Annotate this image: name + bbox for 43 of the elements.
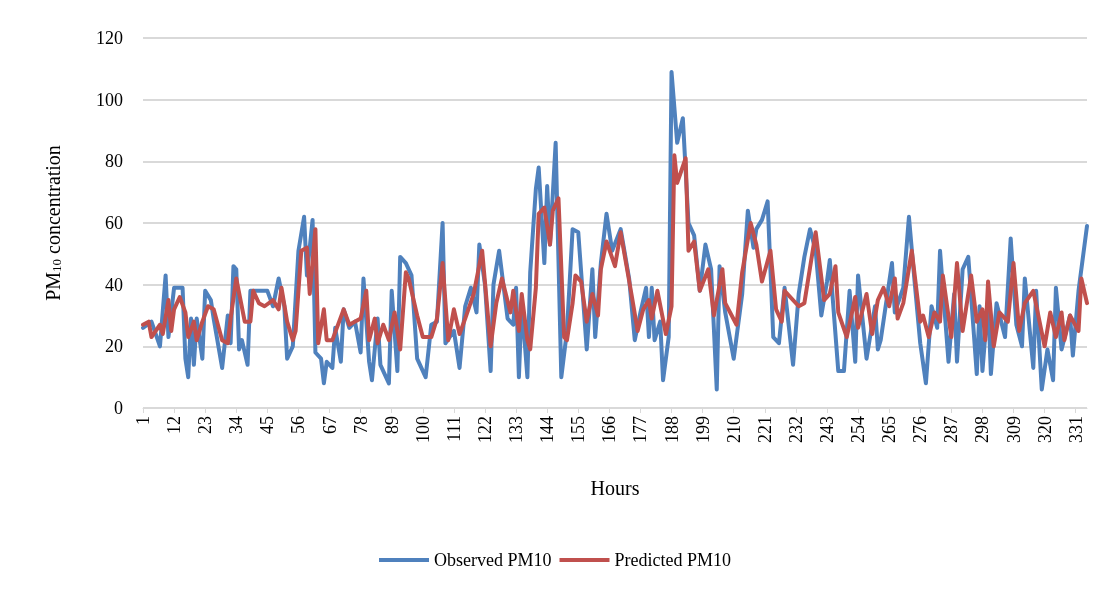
x-tick-label: 265 [879, 416, 900, 443]
x-tick-label: 67 [319, 416, 340, 434]
legend-label: Predicted PM10 [614, 550, 731, 570]
x-tick-label: 56 [288, 416, 309, 434]
x-tick-label: 1 [133, 416, 153, 425]
y-axis-title: PM10 concentration [41, 145, 64, 301]
x-tick-label: 144 [537, 416, 558, 443]
x-tick-label: 221 [754, 416, 775, 443]
y-tick-label: 100 [96, 89, 123, 110]
y-tick-label: 80 [105, 151, 123, 172]
y-tick-label: 40 [105, 274, 123, 295]
y-tick-label: 0 [114, 398, 123, 418]
x-tick-label: 177 [630, 416, 651, 443]
x-tick-label: 298 [972, 416, 993, 443]
x-tick-label: 243 [816, 416, 837, 443]
y-tick-label: 20 [105, 336, 123, 357]
x-axis-title: Hours [590, 477, 640, 499]
x-tick-label: 199 [692, 416, 713, 443]
x-tick-label: 276 [910, 416, 931, 443]
x-tick-label: 287 [941, 416, 962, 443]
x-tick-label: 331 [1065, 416, 1086, 443]
y-tick-label: 120 [96, 28, 123, 48]
x-tick-label: 45 [257, 416, 278, 434]
x-tick-label: 78 [350, 416, 371, 434]
x-tick-label: 111 [443, 416, 464, 442]
legend-label: Observed PM10 [434, 550, 552, 570]
x-tick-label: 188 [661, 416, 682, 443]
x-tick-label: 232 [785, 416, 806, 443]
y-tick-label: 60 [105, 213, 123, 233]
x-tick-label: 155 [568, 416, 589, 443]
x-tick-label: 254 [848, 416, 869, 443]
x-tick-label: 210 [723, 416, 744, 443]
x-tick-label: 100 [412, 416, 433, 443]
x-tick-label: 23 [195, 416, 216, 434]
x-tick-label: 166 [599, 416, 620, 443]
x-tick-label: 34 [226, 416, 247, 434]
x-tick-label: 320 [1034, 416, 1055, 443]
x-tick-label: 12 [164, 416, 185, 434]
x-tick-label: 133 [506, 416, 527, 443]
x-tick-label: 122 [474, 416, 495, 443]
x-tick-label: 89 [381, 416, 402, 434]
x-tick-label: 309 [1003, 416, 1024, 443]
line-series [141, 153, 1089, 352]
